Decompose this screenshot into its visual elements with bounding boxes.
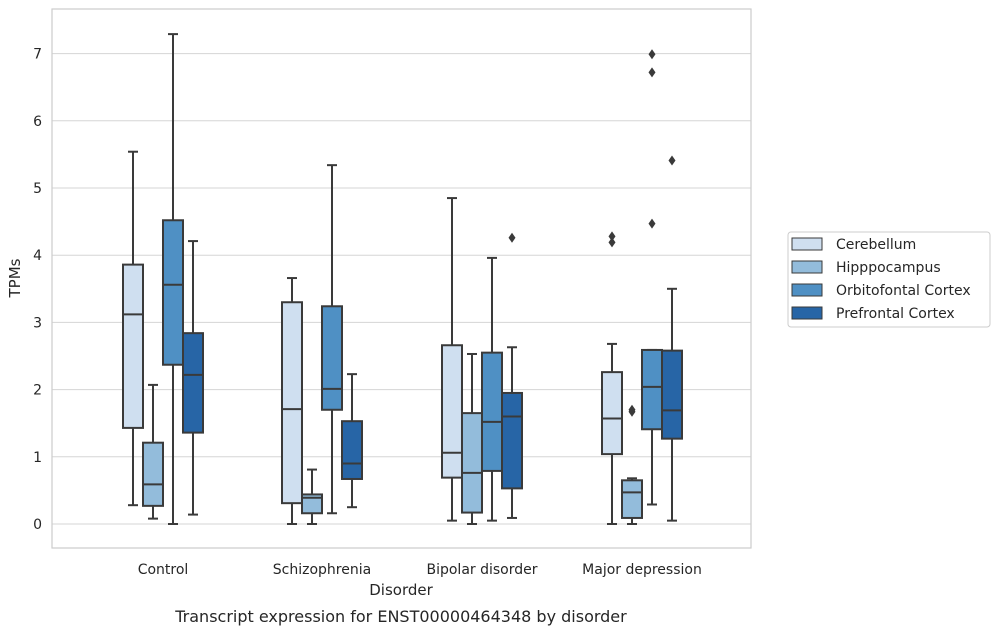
box <box>641 49 663 506</box>
outlier-point <box>608 237 616 248</box>
legend-label: Hipppocampus <box>836 260 941 276</box>
series-cerebellum <box>122 150 623 525</box>
box <box>461 352 483 525</box>
y-tick-label: 6 <box>33 114 42 130</box>
box <box>661 155 683 522</box>
iqr-box <box>621 479 643 519</box>
legend-label: Orbitofontal Cortex <box>836 283 971 299</box>
y-axis-label: TPMs <box>6 258 24 298</box>
iqr-box <box>122 263 144 429</box>
series-orbitofontal-cortex <box>162 33 663 525</box>
outlier-point <box>608 231 616 242</box>
box <box>321 164 343 515</box>
box <box>481 256 503 522</box>
iqr-box <box>501 391 523 490</box>
y-tick-labels: 0 1 2 3 4 5 6 7 <box>33 47 42 533</box>
outlier-point <box>648 218 656 229</box>
x-tick-label: Major depression <box>582 562 702 578</box>
iqr-box <box>461 412 483 514</box>
outlier-point <box>668 155 676 166</box>
legend-swatch <box>791 260 823 274</box>
box <box>122 150 144 507</box>
series-hipppocampus <box>142 352 643 525</box>
iqr-box <box>142 441 164 507</box>
y-tick-label: 1 <box>33 450 42 466</box>
chart-caption: Transcript expression for ENST0000046434… <box>174 607 627 626</box>
iqr-box <box>661 349 683 440</box>
y-tick-label: 0 <box>33 517 42 533</box>
x-tick-label: Bipolar disorder <box>426 562 537 578</box>
y-tick-label: 3 <box>33 315 42 331</box>
iqr-box <box>182 332 204 434</box>
box <box>182 240 204 516</box>
box <box>301 468 323 525</box>
iqr-box <box>481 351 503 472</box>
iqr-box <box>281 301 303 505</box>
box <box>341 373 363 509</box>
series-prefrontal-cortex <box>182 155 683 522</box>
legend-swatch <box>791 237 823 251</box>
x-tick-label: Control <box>138 562 189 578</box>
y-tick-label: 7 <box>33 47 42 63</box>
box <box>601 231 623 525</box>
legend-frame <box>787 231 991 328</box>
legend-label: Prefrontal Cortex <box>836 306 955 322</box>
iqr-box <box>162 219 184 366</box>
box <box>501 232 523 519</box>
iqr-box <box>301 493 323 515</box>
iqr-box <box>601 371 623 456</box>
y-tick-label: 2 <box>33 383 42 399</box>
iqr-box <box>341 420 363 480</box>
legend-label: Cerebellum <box>836 237 916 253</box>
outlier-point <box>648 49 656 60</box>
outlier-point <box>508 232 516 243</box>
x-tick-labels: Control Schizophrenia Bipolar disorder Majo… <box>138 562 702 578</box>
legend-swatch <box>791 283 823 297</box>
iqr-box <box>441 344 463 479</box>
iqr-box <box>321 305 343 411</box>
outlier-point <box>648 67 656 78</box>
box <box>441 197 463 522</box>
outlier-point <box>628 404 636 415</box>
box-series <box>122 33 683 525</box>
x-axis-label: Disorder <box>369 581 433 599</box>
iqr-box <box>641 348 663 431</box>
y-tick-label: 4 <box>33 248 42 264</box>
box <box>162 33 184 525</box>
legend: Cerebellum Hipppocampus Orbitofontal Corte… <box>787 231 991 328</box>
legend-swatch <box>791 306 823 320</box>
box <box>142 383 164 520</box>
x-tick-label: Schizophrenia <box>273 562 371 578</box>
box <box>281 277 303 525</box>
box <box>621 404 643 525</box>
plot-frame <box>51 8 752 549</box>
y-tick-label: 5 <box>33 181 42 197</box>
